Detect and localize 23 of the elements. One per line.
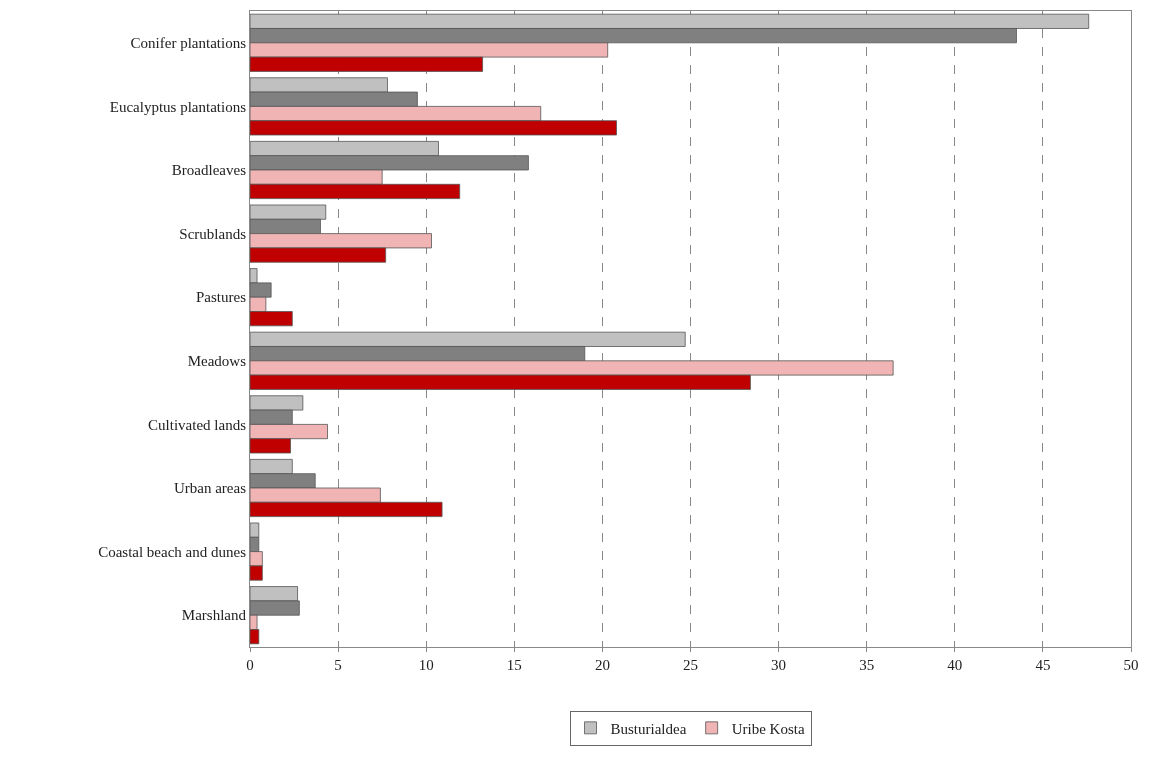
legend-label: Busturialdea [610,720,687,737]
y-tick-label: Pastures [196,289,247,306]
y-tick-label: Cultivated lands [148,416,247,433]
x-tick-label: 5 [334,657,342,673]
legend-label: Uribe Kosta [731,720,805,737]
y-tick-label: Meadows [187,353,247,370]
y-tick-label: Coastal beach and dunes [98,543,247,560]
y-tick-label: Conifer plantations [130,35,247,52]
x-tick-label: 40 [947,657,963,673]
y-tick-label: Urban areas [173,480,247,497]
x-tick-label: 20 [594,657,610,673]
y-tick-label: Eucalyptus plantations [109,98,247,115]
x-tick-label: 35 [859,657,875,673]
x-tick-label: 50 [1123,657,1139,673]
x-tick-label: 0 [246,657,254,673]
x-tick-label: 30 [771,657,787,673]
x-tick-label: 10 [418,657,434,673]
y-tick-label: Broadleaves [171,162,247,179]
x-tick-label: 25 [683,657,698,673]
x-tick-label: 45 [1035,657,1051,673]
x-tick-label: 15 [506,657,522,673]
y-tick-label: Marshland [181,607,247,624]
y-tick-label: Scrublands [179,225,247,242]
